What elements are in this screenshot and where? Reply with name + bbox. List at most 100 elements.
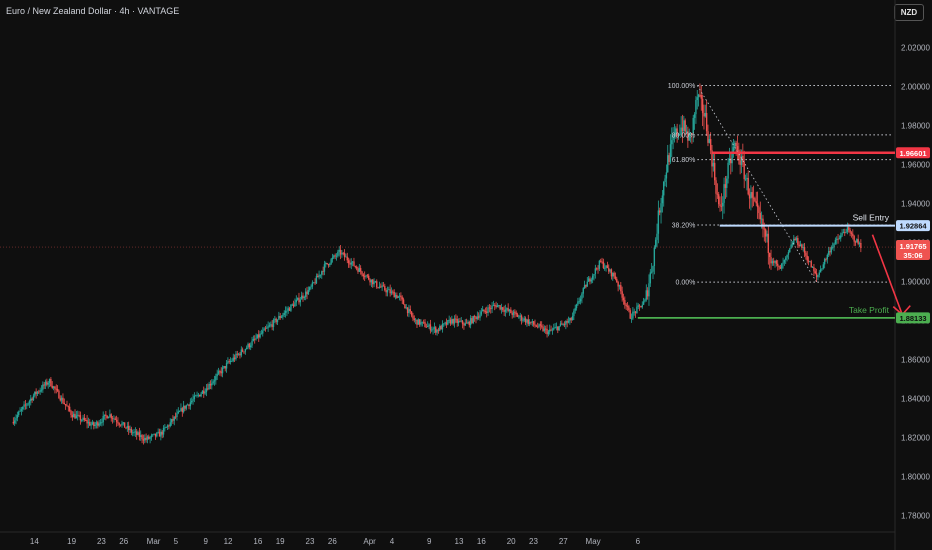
candle-body-604 xyxy=(822,264,825,269)
candle-body-251 xyxy=(349,263,351,265)
candle-body-402 xyxy=(551,329,554,331)
candle-body-609 xyxy=(829,251,831,253)
candle-body-42 xyxy=(68,406,71,411)
candle-body-195 xyxy=(274,318,276,320)
candle-body-283 xyxy=(392,291,394,293)
candle-body-203 xyxy=(284,310,287,313)
candle-body-550 xyxy=(750,192,752,199)
candle-body-186 xyxy=(262,330,264,334)
candle-body-185 xyxy=(260,333,263,335)
candle-body-213 xyxy=(298,297,300,303)
candle-body-602 xyxy=(819,269,822,273)
candle-body-618 xyxy=(841,233,843,236)
candle-body-413 xyxy=(566,321,568,323)
candle-body-473 xyxy=(646,290,649,297)
candle-body-98 xyxy=(144,437,146,441)
candle-body-207 xyxy=(290,304,292,311)
candle-body-407 xyxy=(558,325,560,331)
candle-body-79 xyxy=(118,423,120,425)
candle-body-397 xyxy=(545,328,547,330)
candle-body-138 xyxy=(197,394,200,396)
candle-body-349 xyxy=(480,311,483,315)
candle-body-304 xyxy=(420,322,422,325)
candle-body-124 xyxy=(178,411,181,412)
candle-body-510 xyxy=(696,97,698,100)
candle-body-315 xyxy=(435,327,437,333)
candle-body-269 xyxy=(373,281,375,285)
candle-body-54 xyxy=(85,420,87,421)
candle-body-110 xyxy=(160,431,162,437)
candle-body-273 xyxy=(378,286,381,288)
candle-body-119 xyxy=(172,419,174,421)
candle-body-388 xyxy=(532,321,535,325)
candle-body-1 xyxy=(13,420,16,424)
candle-body-309 xyxy=(427,325,429,328)
candle-body-243 xyxy=(338,249,340,252)
candle-body-512 xyxy=(699,94,701,96)
candle-body-225 xyxy=(314,282,316,284)
candle-body-175 xyxy=(247,343,249,348)
candle-body-163 xyxy=(231,360,233,362)
fibonacci-retracement[interactable]: 100.00% 80.00% 61.80% 38.20% 0.00% xyxy=(668,83,893,287)
candle-body-365 xyxy=(502,307,504,311)
candle-body-412 xyxy=(565,321,567,325)
candle-body-92 xyxy=(136,431,138,435)
candle-body-314 xyxy=(433,327,436,329)
x-tick-label-11: 26 xyxy=(328,537,337,546)
candle-body-394 xyxy=(540,325,543,327)
candle-body-247 xyxy=(343,252,346,257)
candle-body-467 xyxy=(638,305,641,307)
candle-body-107 xyxy=(156,432,158,437)
candle-body-346 xyxy=(476,316,479,320)
candle-body-248 xyxy=(345,256,347,258)
candle-body-141 xyxy=(201,390,204,394)
candle-body-583 xyxy=(794,238,796,240)
candle-body-347 xyxy=(477,316,480,318)
candle-body-285 xyxy=(394,294,397,298)
x-tick-label-9: 19 xyxy=(276,537,285,546)
candle-body-350 xyxy=(481,309,484,312)
candle-body-502 xyxy=(685,131,688,133)
candle-body-632 xyxy=(860,243,862,249)
candle-body-532 xyxy=(726,178,728,188)
candle-body-531 xyxy=(724,184,727,188)
x-tick-label-17: 20 xyxy=(507,537,516,546)
candle-body-574 xyxy=(782,262,784,264)
candle-body-611 xyxy=(831,247,834,248)
candle-body-22 xyxy=(42,384,44,390)
candle-body-129 xyxy=(185,405,188,409)
candle-body-72 xyxy=(109,414,111,417)
candle-body-614 xyxy=(836,238,838,240)
candle-body-160 xyxy=(227,361,229,364)
candle-body-267 xyxy=(370,279,373,283)
candle-body-480 xyxy=(656,233,658,240)
candle-body-591 xyxy=(805,252,807,256)
current-price-tag-countdown: 35:06 xyxy=(903,251,922,260)
candle-body-351 xyxy=(483,309,485,312)
candle-body-423 xyxy=(579,298,582,302)
candle-body-358 xyxy=(492,305,495,306)
candle-body-492 xyxy=(672,136,674,141)
candle-body-387 xyxy=(531,321,534,323)
candle-body-278 xyxy=(385,290,387,293)
candle-body-191 xyxy=(268,325,271,327)
y-tick-label-11: 2.00000 xyxy=(901,83,930,92)
candle-body-559 xyxy=(762,218,764,229)
candle-body-310 xyxy=(428,324,430,326)
candle-body-83 xyxy=(123,422,126,428)
trade-zones[interactable]: Sell Entry Take Profit xyxy=(637,151,911,319)
candle-body-613 xyxy=(834,239,837,244)
x-tick-label-14: 9 xyxy=(427,537,432,546)
candle-body-465 xyxy=(636,306,638,313)
candle-body-484 xyxy=(661,195,664,204)
candle-body-504 xyxy=(688,134,690,141)
candle-body-459 xyxy=(628,306,630,311)
candle-body-540 xyxy=(736,146,739,151)
candle-body-468 xyxy=(640,306,642,308)
candle-body-509 xyxy=(695,99,697,115)
candle-body-152 xyxy=(216,373,218,377)
candle-body-294 xyxy=(406,307,409,314)
candle-body-21 xyxy=(40,389,43,391)
candle-body-490 xyxy=(669,144,672,162)
